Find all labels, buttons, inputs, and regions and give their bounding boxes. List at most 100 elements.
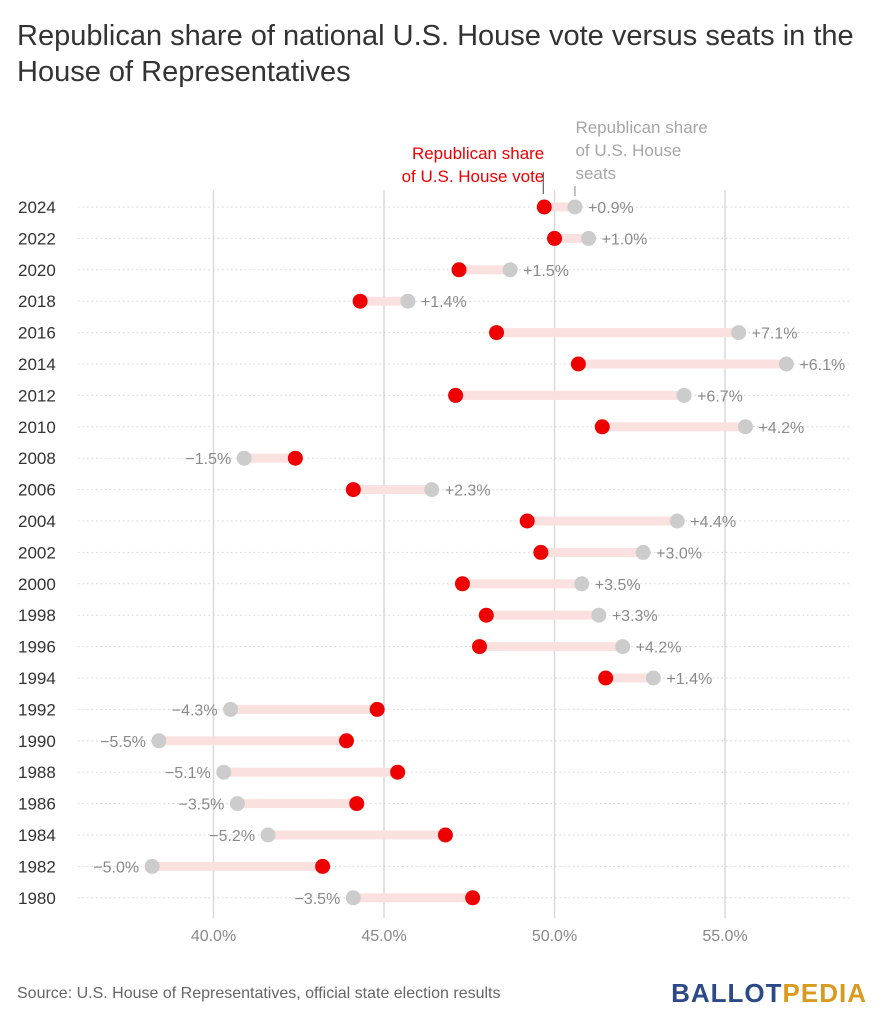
difference-label-2024: +0.9%	[588, 200, 634, 217]
vote-point-1980	[465, 890, 481, 906]
difference-label-2014: +6.1%	[799, 357, 845, 374]
year-label-2020: 2020	[18, 261, 56, 280]
seats-point-2018	[400, 293, 416, 309]
year-label-2022: 2022	[18, 229, 56, 248]
year-label-1988: 1988	[18, 763, 56, 782]
seats-point-1986	[229, 796, 245, 812]
connector-bar-2018	[360, 296, 408, 306]
x-tick-label: 40.0%	[191, 928, 236, 945]
seats-point-2006	[424, 482, 440, 498]
connector-bar-1982	[152, 861, 323, 871]
logo-part-ballot: BALLOT	[671, 978, 783, 1008]
difference-label-1992: −4.3%	[172, 702, 218, 719]
difference-label-1988: −5.1%	[165, 765, 211, 782]
connector-bar-1990	[158, 736, 347, 746]
seats-point-2012	[676, 387, 692, 403]
year-label-1990: 1990	[18, 732, 56, 751]
difference-label-2022: +1.0%	[602, 231, 648, 248]
vote-point-2014	[570, 356, 586, 372]
difference-label-2012: +6.7%	[697, 388, 743, 405]
year-label-2018: 2018	[18, 292, 56, 311]
seats-point-1996	[615, 639, 631, 655]
seats-point-1998	[591, 607, 607, 623]
seats-point-1980	[345, 890, 361, 906]
seats-point-1992	[223, 701, 239, 717]
seats-point-1990	[151, 733, 167, 749]
year-label-2002: 2002	[18, 543, 56, 562]
annotation-vote-line-2: of U.S. House vote	[402, 167, 545, 186]
connector-bar-1992	[230, 704, 378, 714]
ballotpedia-logo: BALLOTPEDIA	[671, 978, 867, 1009]
difference-label-2020: +1.5%	[523, 263, 569, 280]
vote-point-2000	[454, 576, 470, 592]
connector-bar-2006	[353, 485, 432, 495]
year-label-2014: 2014	[18, 355, 56, 374]
vote-point-2006	[345, 482, 361, 498]
year-label-2010: 2010	[18, 418, 56, 437]
vote-point-2002	[533, 544, 549, 560]
difference-label-1986: −3.5%	[179, 797, 225, 814]
connector-bar-1980	[353, 893, 473, 903]
chart-title: Republican share of national U.S. House …	[17, 20, 854, 88]
connector-bar-2004	[527, 516, 678, 526]
connector-bar-2014	[578, 359, 787, 369]
year-label-2004: 2004	[18, 512, 56, 531]
seats-point-2016	[731, 325, 747, 341]
seats-point-1988	[216, 764, 232, 780]
connector-bar-2024	[544, 202, 575, 212]
vote-point-1984	[437, 827, 453, 843]
vote-point-1998	[478, 607, 494, 623]
vote-point-2010	[594, 419, 610, 435]
connector-bar-2002	[540, 547, 644, 557]
annotation-seats-line-3: seats	[575, 164, 616, 183]
difference-label-2008: −1.5%	[185, 451, 231, 468]
year-label-1998: 1998	[18, 606, 56, 625]
difference-label-1998: +3.3%	[612, 608, 658, 625]
connector-bar-2008	[244, 453, 296, 463]
vote-point-1982	[315, 858, 331, 874]
year-label-2016: 2016	[18, 324, 56, 343]
vote-point-2016	[489, 325, 505, 341]
connector-bar-2016	[496, 328, 739, 338]
difference-label-2002: +3.0%	[656, 545, 702, 562]
x-tick-label: 50.0%	[532, 928, 577, 945]
vote-point-2022	[547, 230, 562, 246]
difference-label-2006: +2.3%	[445, 483, 491, 500]
difference-label-1982: −5.0%	[93, 859, 139, 876]
annotation-seats-line-1: Republican share	[575, 118, 707, 137]
vote-point-2008	[287, 450, 303, 466]
year-label-2012: 2012	[18, 386, 56, 405]
logo-part-pedia: PEDIA	[782, 978, 867, 1008]
seats-point-1982	[144, 858, 160, 874]
vote-point-1986	[349, 796, 365, 812]
seats-point-2004	[669, 513, 685, 529]
connector-bar-2022	[554, 233, 589, 243]
difference-label-2018: +1.4%	[421, 294, 467, 311]
seats-point-1994	[645, 670, 661, 686]
vote-point-1988	[390, 764, 406, 780]
vote-point-2004	[519, 513, 535, 529]
annotation-vote-line-1: Republican share	[412, 144, 544, 163]
vote-point-1992	[369, 701, 385, 717]
difference-label-2004: +4.4%	[690, 514, 736, 531]
difference-label-2016: +7.1%	[752, 326, 798, 343]
year-label-1982: 1982	[18, 857, 56, 876]
connector-bar-1996	[479, 642, 623, 652]
x-tick-label: 45.0%	[361, 928, 406, 945]
year-label-2008: 2008	[18, 449, 56, 468]
annotation-seats-line-2: of U.S. House	[575, 141, 681, 160]
connector-bar-2000	[462, 579, 582, 589]
connector-bar-1988	[223, 767, 398, 777]
source-note: Source: U.S. House of Representatives, o…	[17, 985, 501, 1002]
vote-point-2020	[451, 262, 467, 278]
seats-point-2024	[567, 199, 583, 215]
difference-label-1994: +1.4%	[666, 671, 712, 688]
seats-point-2008	[236, 450, 252, 466]
year-label-2000: 2000	[18, 575, 56, 594]
year-label-1986: 1986	[18, 795, 56, 814]
connector-bar-2012	[455, 390, 685, 400]
seats-point-2002	[635, 544, 651, 560]
year-label-1994: 1994	[18, 669, 56, 688]
connector-bar-1994	[605, 673, 654, 683]
vote-point-2024	[536, 199, 552, 215]
